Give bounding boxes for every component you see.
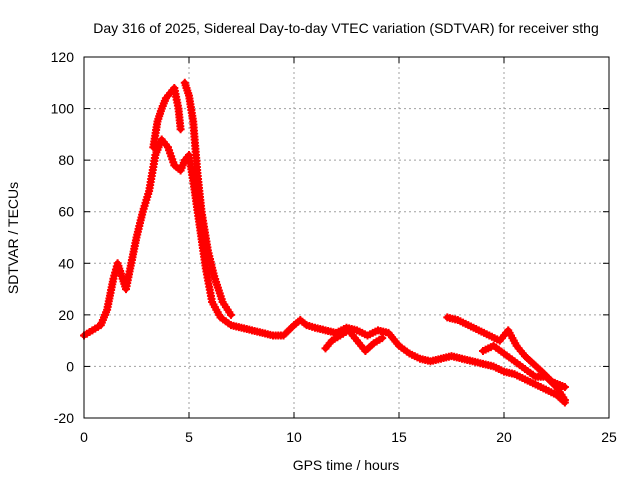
x-axis-label: GPS time / hours	[293, 457, 400, 473]
y-ticks: -20 0 20 40 60 80 100 120	[51, 49, 609, 426]
series-late-branch-b	[479, 341, 569, 404]
y-tick-label: 60	[58, 204, 74, 220]
x-tick-label: 10	[286, 429, 302, 445]
chart-title: Day 316 of 2025, Sidereal Day-to-day VTE…	[93, 20, 599, 36]
y-tick-label: 40	[58, 255, 74, 271]
y-tick-label: 0	[66, 358, 74, 374]
x-tick-label: 0	[80, 429, 88, 445]
data-point	[227, 310, 235, 319]
series-upper-branch	[149, 83, 185, 152]
data-point	[560, 383, 569, 392]
x-ticks: 0 5 10 15 20 25	[80, 57, 617, 445]
x-tick-label: 15	[391, 429, 407, 445]
y-axis-label: SDTVAR / TECUs	[5, 182, 21, 294]
series-mid-dips	[321, 326, 387, 355]
y-tick-label: 80	[58, 152, 74, 168]
x-tick-label: 25	[601, 429, 617, 445]
y-tick-label: 120	[51, 49, 75, 65]
x-tick-label: 20	[496, 429, 512, 445]
series-late-branch-a	[443, 313, 569, 392]
plot-frame	[83, 56, 610, 419]
x-tick-label: 5	[185, 429, 193, 445]
data-point	[176, 125, 185, 134]
series-peak-branch	[180, 78, 235, 319]
y-tick-label: -20	[54, 410, 74, 426]
y-tick-label: 100	[51, 101, 75, 117]
data-point	[560, 395, 569, 404]
data-point	[378, 334, 387, 343]
y-tick-label: 20	[58, 307, 74, 323]
data-layer	[80, 78, 569, 407]
grid	[84, 57, 609, 418]
